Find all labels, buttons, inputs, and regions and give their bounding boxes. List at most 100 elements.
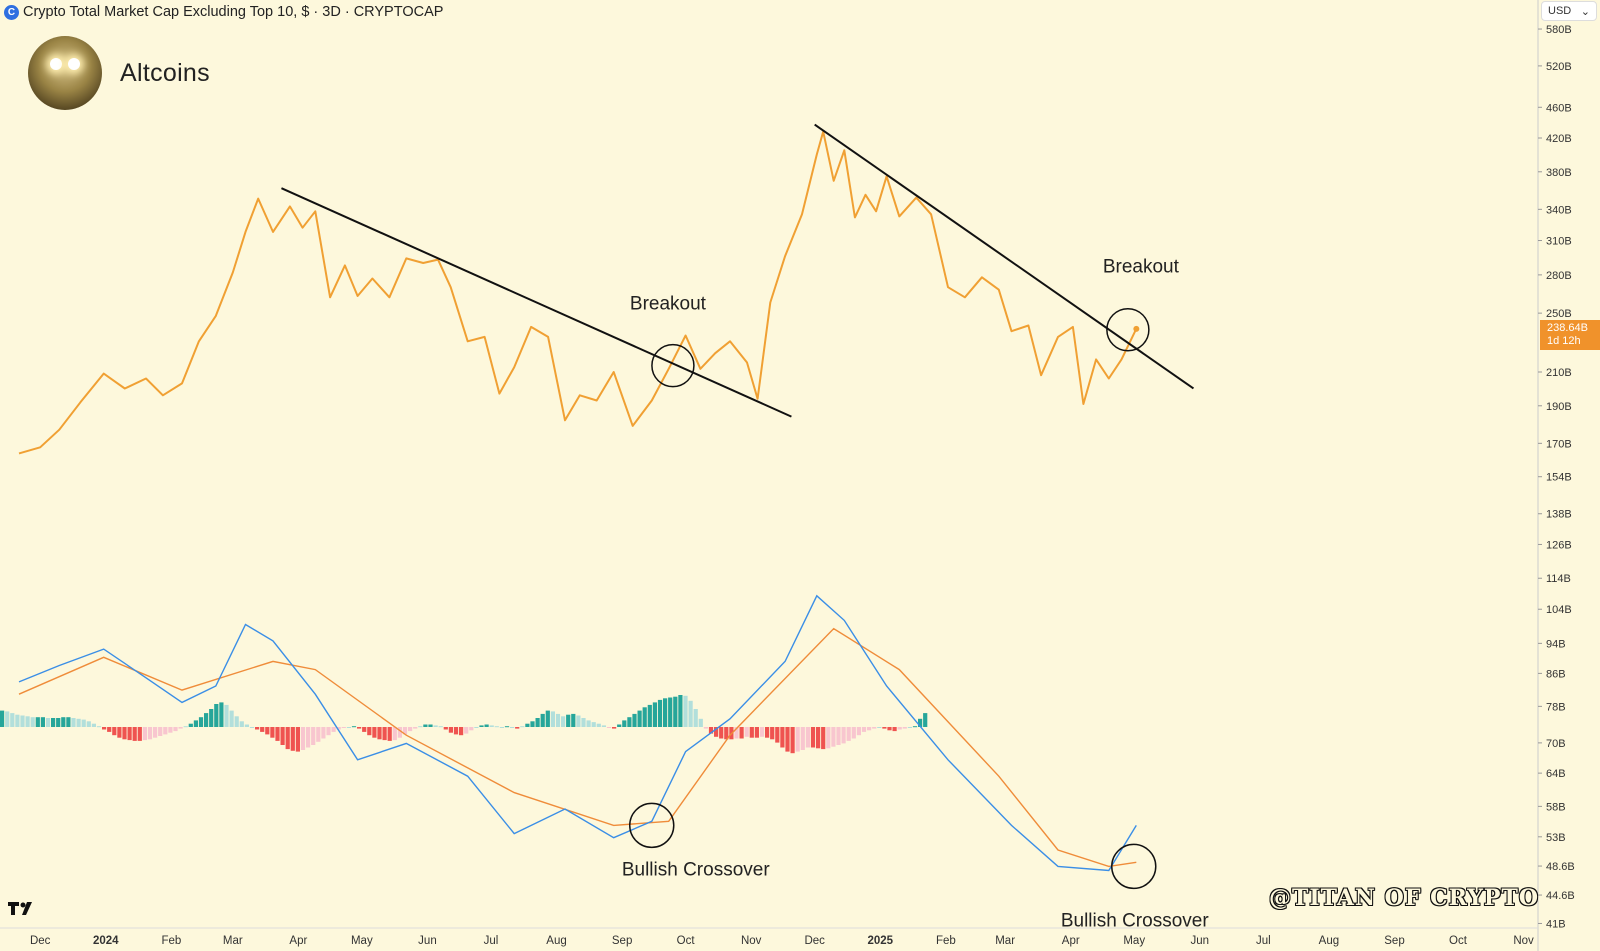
macd-histogram-bar: [300, 727, 306, 750]
macd-histogram-bar: [484, 724, 489, 727]
macd-histogram-bar: [586, 720, 591, 727]
macd-histogram-bar: [479, 725, 484, 727]
avatar: [28, 36, 102, 110]
x-tick-label: Feb: [936, 935, 956, 947]
breakout-circle: [1106, 307, 1150, 352]
macd-histogram-bar: [443, 727, 448, 730]
macd-histogram-bar: [438, 726, 443, 728]
macd-histogram-bar: [351, 726, 357, 728]
macd-histogram-bar: [821, 727, 826, 750]
x-tick-label: Sep: [1384, 935, 1404, 947]
macd-histogram-bar: [515, 727, 520, 729]
y-tick-label: 154B: [1546, 472, 1572, 484]
macd-histogram-bar: [56, 718, 61, 727]
macd-histogram-bar: [612, 727, 617, 729]
macd-histogram-bar: [448, 727, 453, 733]
macd-histogram-bar: [275, 727, 280, 741]
x-tick-label: Dec: [804, 935, 825, 947]
macd-histogram-bar: [861, 727, 867, 732]
y-tick-label: 380B: [1546, 167, 1572, 179]
macd-histogram-bar: [601, 725, 606, 727]
macd-histogram-bar: [698, 718, 703, 727]
macd-histogram-bar: [357, 727, 362, 729]
macd-histogram-bar: [596, 723, 601, 727]
macd-histogram-bar: [469, 727, 474, 731]
macd-histogram-bar: [209, 709, 214, 727]
y-tick-label: 460B: [1546, 102, 1572, 114]
macd-histogram-bar: [790, 727, 795, 754]
macd-histogram-bar: [249, 727, 255, 728]
macd-histogram-bar: [561, 716, 566, 727]
macd-histogram-bar: [280, 727, 285, 745]
x-tick-label: Mar: [223, 935, 243, 947]
macd-histogram-bar: [382, 727, 387, 741]
macd-histogram-bar: [606, 727, 612, 728]
macd-histogram-bar: [168, 727, 173, 733]
macd-histogram-bar: [474, 727, 479, 728]
macd-histogram-bar: [193, 720, 198, 727]
macd-histogram-bar: [923, 713, 928, 727]
macd-histogram-bar: [657, 699, 663, 727]
macd-histogram-bar: [494, 726, 499, 728]
macd-histogram-bar: [0, 710, 5, 727]
macd-histogram-bar: [841, 727, 846, 744]
macd-histogram-bar: [887, 727, 892, 731]
macd-histogram-bar: [459, 727, 464, 736]
macd-histogram-bar: [846, 727, 851, 741]
macd-histogram-bar: [897, 727, 902, 730]
y-tick-label: 86B: [1546, 668, 1566, 680]
y-tick-label: 210B: [1546, 367, 1572, 379]
trendline-2025: [814, 123, 1195, 390]
macd-histogram-bar: [239, 721, 244, 727]
macd-histogram-bar: [805, 727, 810, 748]
last-price-value: 238.64B: [1547, 322, 1588, 334]
macd-histogram-bar: [550, 711, 555, 727]
macd-histogram-bar: [122, 727, 127, 740]
currency-select[interactable]: USD ⌄: [1541, 1, 1597, 21]
macd-histogram-bar: [775, 727, 780, 743]
macd-histogram-bar: [214, 704, 219, 727]
macd-histogram-bar: [336, 727, 341, 730]
macd-histogram-bar: [902, 727, 907, 729]
y-tick-label: 94B: [1546, 638, 1566, 650]
macd-histogram-bar: [81, 719, 86, 727]
macd-histogram-bar: [255, 727, 260, 730]
macd-histogram-bar: [647, 704, 652, 727]
macd-histogram-bar: [66, 717, 71, 727]
macd-histogram-bar: [270, 727, 275, 738]
macd-histogram-bar: [912, 726, 918, 728]
macd-histogram-bar: [331, 727, 336, 732]
macd-histogram-bar: [627, 717, 632, 727]
macd-histogram-bar: [668, 697, 673, 727]
macd-histogram-bar: [918, 718, 923, 727]
macd-histogram-bar: [107, 727, 112, 732]
y-tick-label: 340B: [1546, 204, 1572, 216]
macd-histogram-bar: [367, 727, 372, 736]
macd-histogram-bar: [147, 727, 153, 740]
watermark: @TITAN OF CRYPTO: [1269, 885, 1540, 911]
macd-histogram-bar: [872, 727, 877, 729]
y-tick-label: 48.6B: [1546, 861, 1575, 873]
x-tick-label: Sep: [612, 935, 632, 947]
macd-histogram-bar: [703, 727, 708, 729]
last-price-dot: [1133, 325, 1140, 332]
y-tick-label: 126B: [1546, 539, 1572, 551]
macd-histogram-bar: [408, 727, 413, 732]
macd-histogram-bar: [892, 727, 897, 732]
macd-histogram-bar: [800, 727, 805, 750]
y-tick-label: 280B: [1546, 270, 1572, 282]
macd-histogram-bar: [576, 715, 581, 727]
y-tick-label: 310B: [1546, 236, 1572, 248]
y-tick-label: 520B: [1546, 61, 1572, 73]
macd-histogram-bar: [15, 714, 20, 727]
macd-histogram-bar: [234, 716, 239, 727]
macd-histogram-bar: [341, 727, 346, 728]
macd-histogram-bar: [295, 727, 300, 752]
macd-histogram-bar: [188, 723, 193, 727]
breakout-circle: [651, 343, 695, 388]
y-tick-label: 104B: [1546, 604, 1572, 616]
chart-header: C Crypto Total Market Cap Excluding Top …: [4, 2, 443, 22]
macd-histogram-bar: [137, 727, 142, 741]
tradingview-logo-icon[interactable]: [8, 900, 36, 921]
